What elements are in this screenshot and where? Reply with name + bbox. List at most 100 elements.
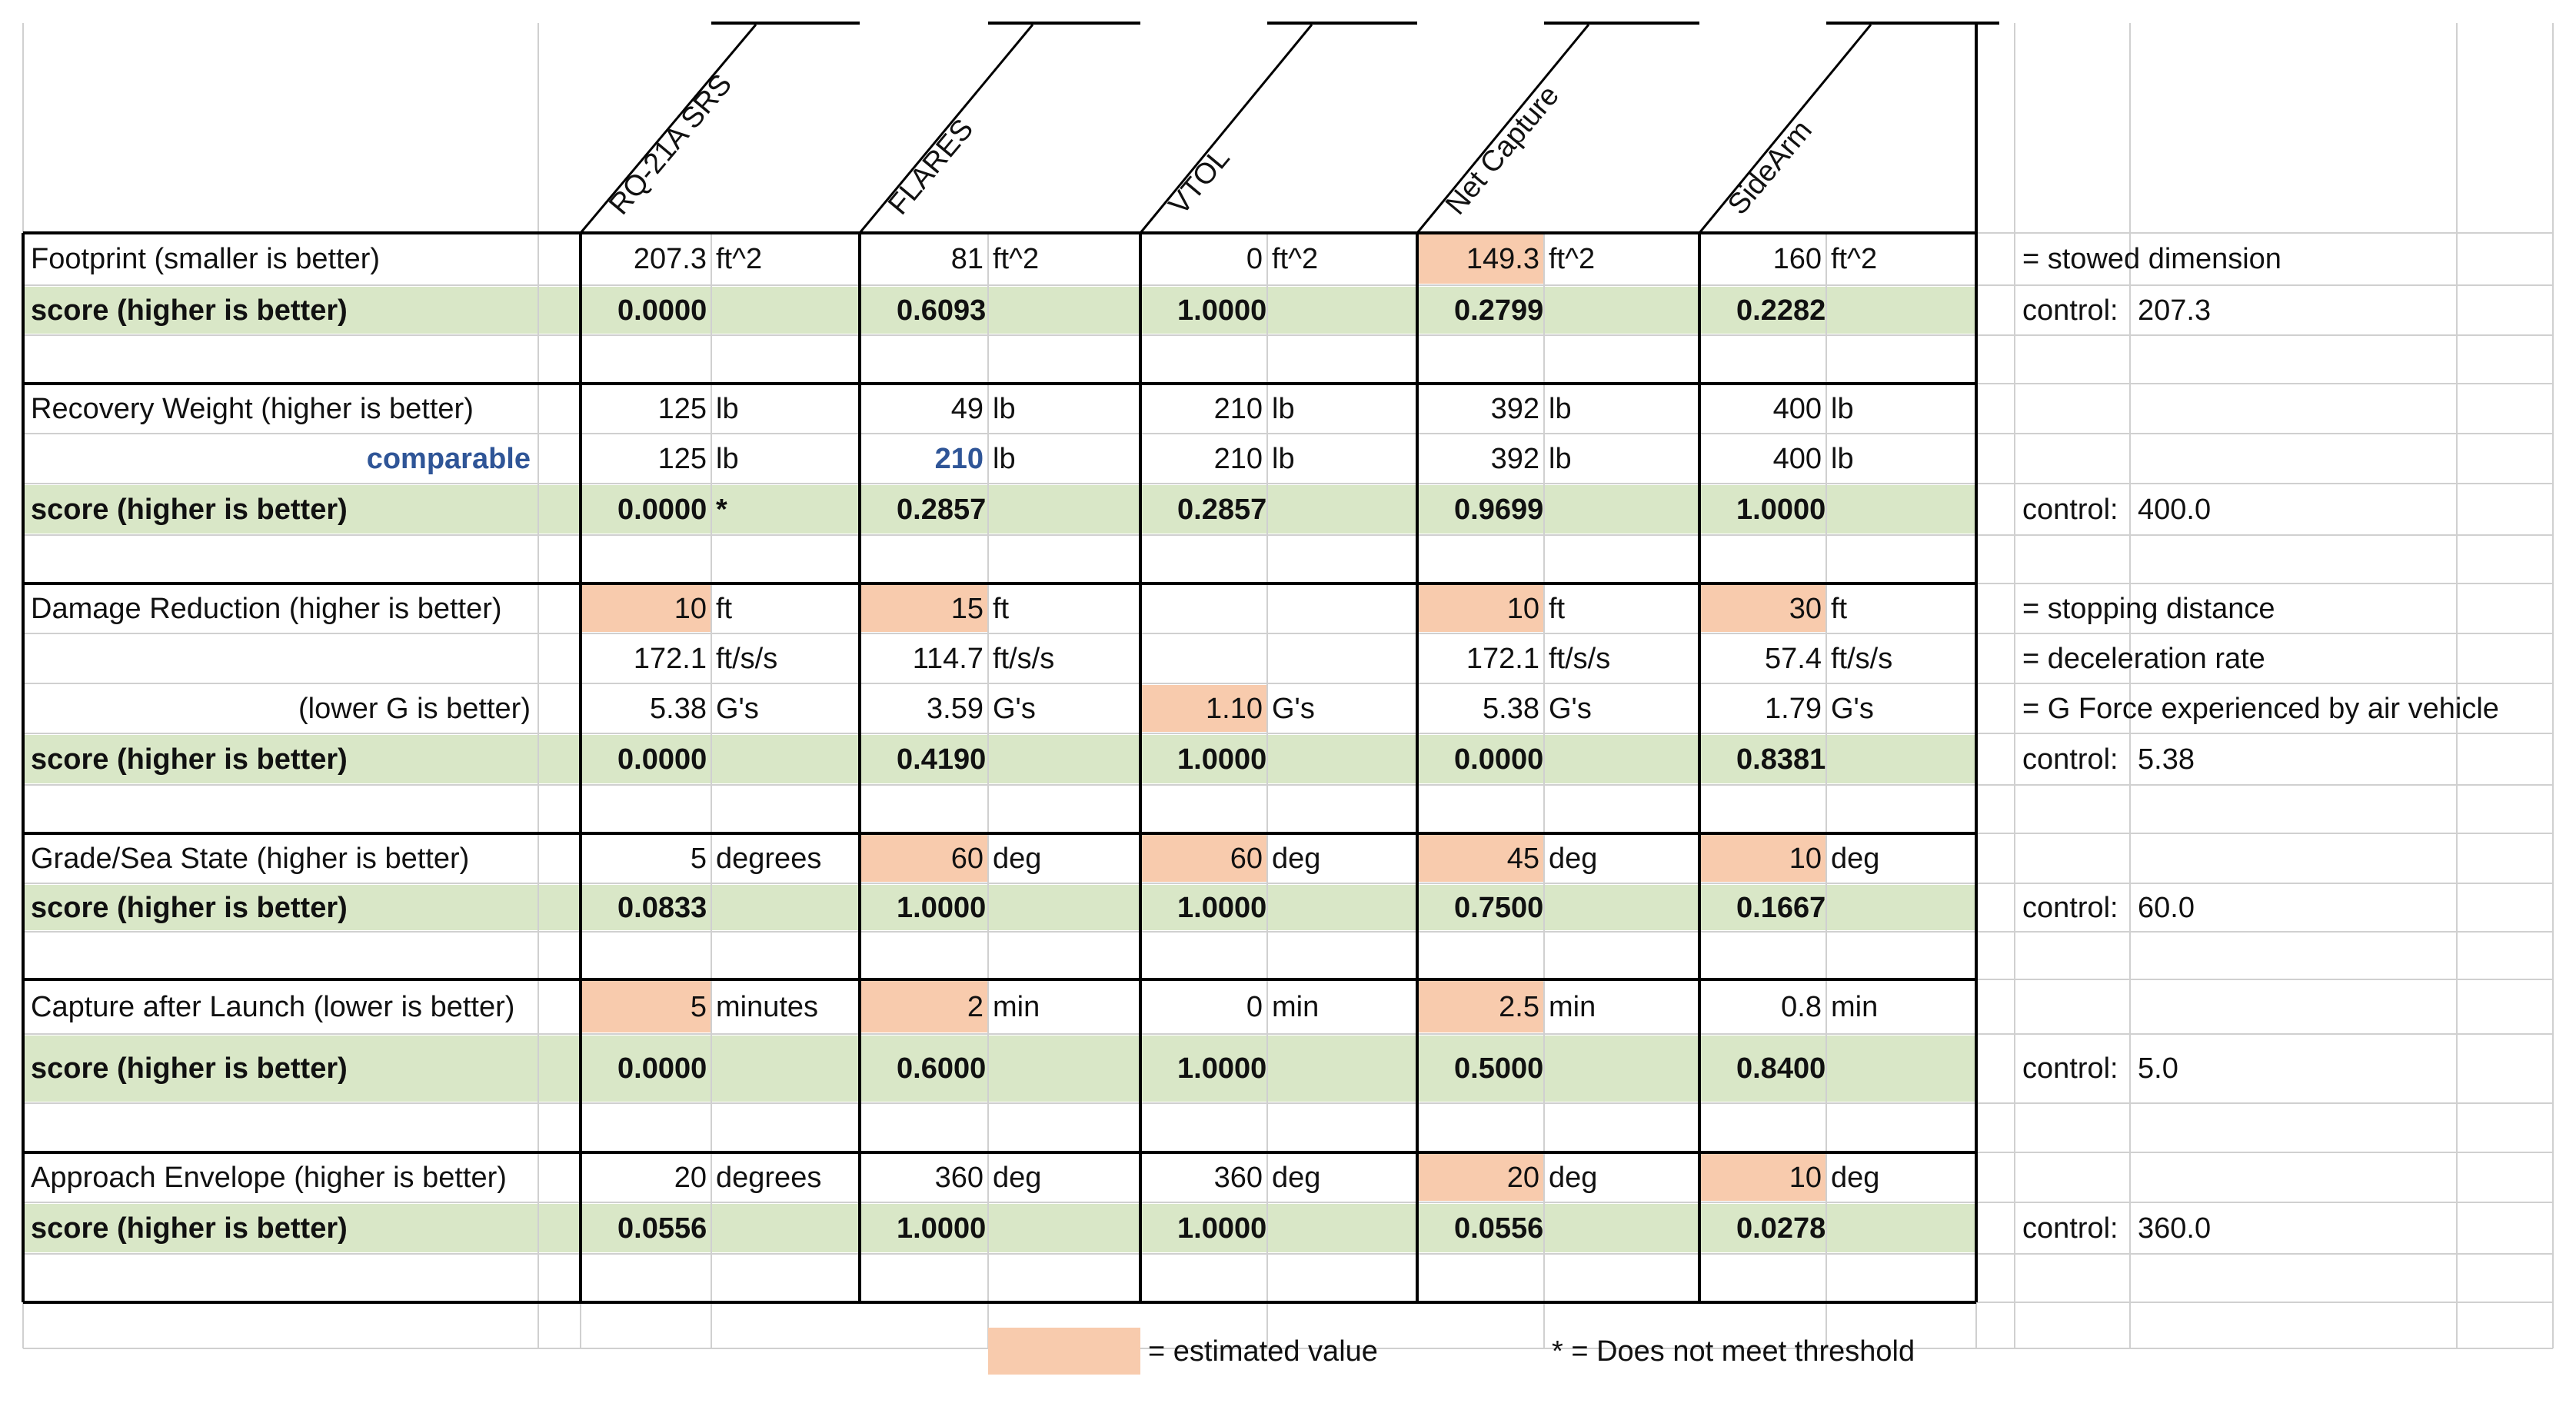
unit-cell: degrees (716, 1161, 822, 1194)
row-label: (lower G is better) (298, 692, 531, 725)
value-cell: 2.5 (1499, 990, 1539, 1023)
score-value: 1.0000 (1736, 493, 1826, 526)
control-value: 400.0 (2138, 493, 2212, 526)
score-value: 0.0556 (1454, 1212, 1544, 1245)
unit-cell: lb (993, 442, 1016, 475)
unit-cell: lb (716, 392, 739, 425)
note-text: = stowed dimension (2022, 243, 2281, 275)
value-cell: 160 (1772, 243, 1822, 275)
score-row-fill (25, 1204, 1976, 1252)
score-value: 0.4190 (897, 743, 987, 776)
unit-cell: min (993, 990, 1040, 1023)
estimated-fill (1419, 234, 1544, 284)
control-value: 207.3 (2138, 294, 2212, 327)
value-cell: 10 (1789, 842, 1822, 875)
value-cell: 0 (1246, 990, 1263, 1023)
unit-cell: ft^2 (716, 243, 763, 275)
score-value: 1.0000 (897, 1212, 987, 1245)
unit-cell: G's (1549, 692, 1592, 725)
control-label: control: (2022, 1052, 2118, 1085)
estimated-fill (1419, 1154, 1544, 1201)
value-cell: 60 (950, 842, 983, 875)
value-cell: 45 (1506, 842, 1539, 875)
row-label: Footprint (smaller is better) (31, 243, 381, 275)
score-value: 0.2857 (897, 493, 987, 526)
unit-cell: lb (1549, 392, 1572, 425)
score-value: 1.0000 (1177, 891, 1267, 924)
value-cell: 49 (950, 392, 983, 425)
unit-cell: ft/s/s (1549, 642, 1611, 675)
note-text: = G Force experienced by air vehicle (2022, 692, 2499, 725)
value-cell: 360 (1213, 1161, 1263, 1194)
value-cell: 392 (1490, 442, 1539, 475)
value-cell: 149.3 (1466, 243, 1539, 275)
control-value: 5.0 (2138, 1052, 2178, 1085)
value-cell: 30 (1789, 592, 1822, 625)
unit-cell: deg (1549, 1161, 1598, 1194)
score-value: 0.0000 (1454, 743, 1544, 776)
control-value: 60.0 (2138, 891, 2195, 924)
score-label: score (higher is better) (31, 493, 348, 526)
score-value: 0.0000 (617, 1052, 707, 1085)
row-label: Grade/Sea State (higher is better) (31, 842, 470, 875)
score-value: 0.2799 (1454, 294, 1544, 327)
score-value: 0.8381 (1736, 743, 1826, 776)
value-cell: 1.10 (1206, 692, 1263, 725)
control-label: control: (2022, 891, 2118, 924)
estimated-fill (861, 981, 988, 1032)
score-row-fill (25, 1036, 1976, 1102)
estimated-fill (1701, 1154, 1826, 1201)
value-cell: 114.7 (912, 642, 983, 675)
score-value: 1.0000 (1177, 743, 1267, 776)
score-value: 0.0278 (1736, 1212, 1826, 1245)
unit-cell: min (1831, 990, 1879, 1023)
score-value: 1.0000 (1177, 1212, 1267, 1245)
unit-cell: G's (993, 692, 1036, 725)
row-label: Approach Envelope (higher is better) (31, 1161, 507, 1194)
note-text: = stopping distance (2022, 592, 2275, 625)
control-value: 360.0 (2138, 1212, 2212, 1245)
unit-cell: ft^2 (1831, 243, 1878, 275)
value-cell: 210 (934, 442, 983, 475)
control-label: control: (2022, 493, 2118, 526)
value-cell: 400 (1772, 442, 1822, 475)
estimated-fill (1419, 835, 1544, 882)
note-text: = deceleration rate (2022, 642, 2265, 675)
value-cell: 0 (1246, 243, 1263, 275)
value-cell: 57.4 (1765, 642, 1822, 675)
unit-cell: lb (1272, 442, 1295, 475)
unit-cell: G's (1831, 692, 1874, 725)
score-value: 0.2282 (1736, 294, 1826, 327)
value-cell: 81 (950, 243, 983, 275)
header-slant-line (1416, 24, 1590, 234)
unit-cell: deg (993, 842, 1042, 875)
value-cell: 125 (657, 392, 707, 425)
unit-cell: minutes (716, 990, 819, 1023)
value-cell: 392 (1490, 392, 1539, 425)
value-cell: 20 (674, 1161, 707, 1194)
estimated-fill (582, 585, 711, 632)
value-cell: 60 (1230, 842, 1263, 875)
unit-cell: ft (716, 592, 733, 625)
score-value: 0.0000 (617, 743, 707, 776)
legend-estimated-text: = estimated value (1148, 1335, 1378, 1368)
row-label (25, 633, 538, 683)
score-label: score (higher is better) (31, 743, 348, 776)
score-row-fill (25, 735, 1976, 783)
score-value: 0.8400 (1736, 1052, 1826, 1085)
value-cell: 3.59 (927, 692, 983, 725)
legend-estimated-swatch (988, 1328, 1140, 1375)
score-row-fill (25, 287, 1976, 334)
score-label: score (higher is better) (31, 294, 348, 327)
unit-cell: deg (993, 1161, 1042, 1194)
legend-threshold-text: * = Does not meet threshold (1552, 1335, 1915, 1368)
value-cell: 5 (690, 842, 707, 875)
value-cell: 10 (1789, 1161, 1822, 1194)
score-row-fill (25, 885, 1976, 930)
control-value: 5.38 (2138, 743, 2195, 776)
unit-cell: deg (1549, 842, 1598, 875)
score-value: 0.9699 (1454, 493, 1544, 526)
unit-cell: deg (1831, 1161, 1880, 1194)
estimated-fill (1701, 835, 1826, 882)
